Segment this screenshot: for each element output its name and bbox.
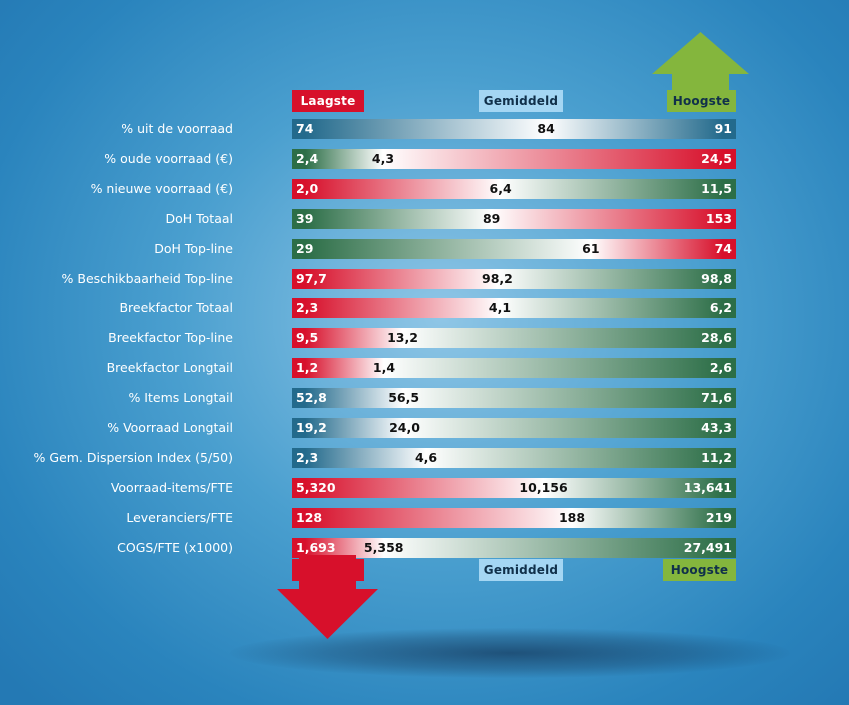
highest-value: 27,491 — [683, 540, 732, 555]
average-value: 1,4 — [372, 360, 396, 375]
lowest-value: 2,0 — [296, 181, 319, 196]
row-label: % oude voorraad (€) — [104, 151, 233, 166]
row-label: Breekfactor Longtail — [106, 360, 233, 375]
lowest-value: 19,2 — [296, 420, 327, 435]
gradient-bar: 1,693 5,358 27,491 — [292, 538, 736, 558]
highest-value: 43,3 — [701, 420, 732, 435]
highest-value: 71,6 — [701, 390, 732, 405]
gradient-bar: 74 84 91 — [292, 119, 736, 139]
row-label: % Voorraad Longtail — [107, 420, 233, 435]
average-value: 5,358 — [363, 540, 404, 555]
highest-value: 219 — [705, 510, 732, 525]
lowest-value: 39 — [296, 211, 314, 226]
highest-value: 28,6 — [701, 330, 732, 345]
legend-average-top: Gemiddeld — [479, 90, 563, 112]
gradient-bar: 97,7 98,2 98,8 — [292, 269, 736, 289]
highest-value: 11,2 — [701, 450, 732, 465]
highest-value: 74 — [714, 241, 732, 256]
lowest-value: 2,3 — [296, 300, 319, 315]
average-value: 24,0 — [389, 420, 420, 435]
row-label: % Beschikbaarheid Top-line — [61, 271, 233, 286]
highest-value: 98,8 — [701, 271, 732, 286]
gradient-bar: 39 89 153 — [292, 209, 736, 229]
average-value: 84 — [537, 121, 555, 136]
lowest-value: 29 — [296, 241, 314, 256]
row-label: COGS/FTE (x1000) — [117, 540, 233, 555]
gradient-bar: 2,3 4,1 6,2 — [292, 298, 736, 318]
average-value: 10,156 — [519, 480, 568, 495]
average-value: 4,1 — [488, 300, 512, 315]
highest-value: 2,6 — [709, 360, 732, 375]
highest-value: 24,5 — [701, 151, 732, 166]
average-value: 4,3 — [371, 151, 395, 166]
arrow-down-icon — [277, 555, 378, 639]
legend-highest-top: Hoogste — [667, 90, 736, 112]
row-label: Breekfactor Top-line — [108, 330, 233, 345]
gradient-bar: 2,3 4,6 11,2 — [292, 448, 736, 468]
gradient-bar: 19,2 24,0 43,3 — [292, 418, 736, 438]
legend-lowest-top: Laagste — [292, 90, 364, 112]
average-value: 13,2 — [387, 330, 418, 345]
row-label: DoH Totaal — [165, 211, 234, 226]
average-value: 61 — [582, 241, 600, 256]
average-value: 188 — [558, 510, 586, 525]
gradient-bar: 29 61 74 — [292, 239, 736, 259]
gradient-bar: 9,5 13,2 28,6 — [292, 328, 736, 348]
highest-value: 11,5 — [701, 181, 732, 196]
gradient-bar: 1,2 1,4 2,6 — [292, 358, 736, 378]
average-value: 6,4 — [489, 181, 512, 196]
row-label: % Items Longtail — [128, 390, 233, 405]
gradient-bar: 52,8 56,5 71,6 — [292, 388, 736, 408]
lowest-value: 1,693 — [296, 540, 336, 555]
lowest-value: 97,7 — [296, 271, 327, 286]
lowest-value: 128 — [296, 510, 323, 525]
highest-value: 91 — [714, 121, 732, 136]
highest-value: 13,641 — [683, 480, 732, 495]
highest-value: 153 — [705, 211, 732, 226]
row-label: % nieuwe voorraad (€) — [90, 181, 233, 196]
gradient-bar: 2,0 6,4 11,5 — [292, 179, 736, 199]
legend-average-bottom: Gemiddeld — [479, 559, 563, 581]
highest-value: 6,2 — [709, 300, 732, 315]
lowest-value: 5,320 — [296, 480, 336, 495]
average-value: 56,5 — [388, 390, 420, 405]
lowest-value: 74 — [296, 121, 314, 136]
row-label: Voorraad-items/FTE — [110, 480, 233, 495]
lowest-value: 9,5 — [296, 330, 319, 345]
row-label: % Gem. Dispersion Index (5/50) — [33, 450, 233, 465]
row-label: Leveranciers/FTE — [126, 510, 233, 525]
lowest-value: 2,3 — [296, 450, 319, 465]
legend-highest-bottom: Hoogste — [663, 559, 736, 581]
average-value: 89 — [482, 211, 501, 226]
average-value: 4,6 — [414, 450, 438, 465]
gradient-bar: 5,320 10,156 13,641 — [292, 478, 736, 498]
floor-shadow — [230, 628, 790, 678]
row-label: Breekfactor Totaal — [119, 300, 233, 315]
average-value: 98,2 — [482, 271, 513, 286]
lowest-value: 2,4 — [296, 151, 319, 166]
row-label: % uit de voorraad — [121, 121, 233, 136]
lowest-value: 1,2 — [296, 360, 319, 375]
row-label: DoH Top-line — [154, 241, 233, 256]
gradient-bar: 128 188 219 — [292, 508, 736, 528]
lowest-value: 52,8 — [296, 390, 327, 405]
gradient-bar: 2,4 4,3 24,5 — [292, 149, 736, 169]
